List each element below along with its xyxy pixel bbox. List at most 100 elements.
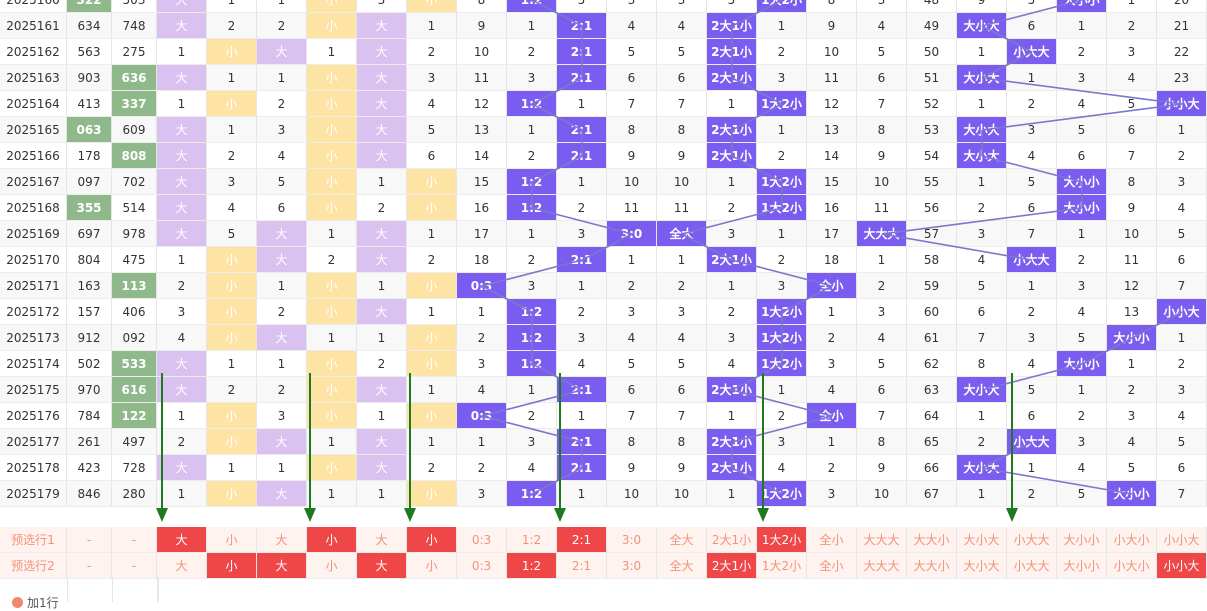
table-cell: 小大大	[1007, 39, 1057, 65]
table-cell: 12	[807, 91, 857, 117]
predict-option[interactable]: 小	[207, 553, 257, 579]
table-cell: 大	[157, 143, 207, 169]
table-cell: 2	[707, 195, 757, 221]
table-cell: 大	[157, 351, 207, 377]
table-cell: 小	[207, 273, 257, 299]
predict-option[interactable]: 3:0	[607, 527, 657, 553]
table-cell: 大小大	[957, 65, 1007, 91]
predict-option[interactable]: 大大大	[857, 527, 907, 553]
table-cell: 1	[757, 377, 807, 403]
predict-option[interactable]: 大小大	[957, 553, 1007, 579]
table-cell: 1	[1057, 221, 1107, 247]
table-cell: 8	[657, 429, 707, 455]
predict-option[interactable]: 小小大	[1157, 553, 1207, 579]
period-cell: 2025179	[0, 481, 67, 507]
predict-option[interactable]: 大大小	[907, 553, 957, 579]
table-cell: 大	[357, 299, 407, 325]
table-cell: 2大1小	[707, 65, 757, 91]
table-cell: 1	[857, 247, 907, 273]
predict-option[interactable]: 1大2小	[757, 553, 807, 579]
predict-option[interactable]: 小小大	[1157, 527, 1207, 553]
predict-option[interactable]: 小	[207, 527, 257, 553]
table-cell: 8	[857, 117, 907, 143]
table-cell: 1	[707, 403, 757, 429]
table-cell: 1:2	[507, 351, 557, 377]
table-cell: 8	[807, 0, 857, 13]
table-cell: 1	[357, 273, 407, 299]
table-cell: 1	[507, 377, 557, 403]
predict-option[interactable]: 小	[407, 553, 457, 579]
table-cell: 3	[1057, 65, 1107, 91]
predict-option[interactable]: 全大	[657, 527, 707, 553]
predict-option[interactable]: 小大大	[1007, 553, 1057, 579]
predict-option[interactable]: 大小大	[957, 527, 1007, 553]
table-cell: 67	[907, 481, 957, 507]
predict-option[interactable]: 2大1小	[707, 527, 757, 553]
table-cell: 2	[357, 195, 407, 221]
table-cell: 1	[257, 0, 307, 13]
predict-option[interactable]: 1大2小	[757, 527, 807, 553]
table-cell: 10	[857, 169, 907, 195]
predict-row: 预选行2- - 大小大小大小 0:3 1:2 2:1 3:0 全大 2大1小 1大2小 全小 大大大大…	[0, 553, 1207, 579]
predict-option[interactable]: 大	[257, 553, 307, 579]
predict-option[interactable]: 2:1	[557, 553, 607, 579]
table-row: 2025170 804 475 1 小大 2 大 2 18 2 2:1 1 1 2大1小 2 18 1 58 4 小大…	[0, 247, 1207, 273]
predict-option[interactable]: 大	[357, 553, 407, 579]
predict-option[interactable]: 大大大	[857, 553, 907, 579]
table-cell: 53	[907, 117, 957, 143]
table-cell: 10	[807, 39, 857, 65]
predict-option[interactable]: 2:1	[557, 527, 607, 553]
predict-option[interactable]: 1:2	[507, 553, 557, 579]
predict-option[interactable]: 小	[407, 527, 457, 553]
table-cell: 1	[557, 481, 607, 507]
predict-option[interactable]: 小大小	[1107, 527, 1157, 553]
predict-option[interactable]: 2大1小	[707, 553, 757, 579]
table-cell: 12	[1107, 273, 1157, 299]
table-cell: 4	[1057, 91, 1107, 117]
table-cell: 1大2小	[757, 169, 807, 195]
table-cell: 小	[207, 403, 257, 429]
table-cell: 3	[457, 351, 507, 377]
table-cell: 大	[357, 455, 407, 481]
table-cell: 2	[207, 13, 257, 39]
predict-option[interactable]: 0:3	[457, 527, 507, 553]
table-cell: 2	[1007, 91, 1057, 117]
table-cell: 2	[357, 351, 407, 377]
predict-option[interactable]: 0:3	[457, 553, 507, 579]
table-cell: 4	[1157, 195, 1207, 221]
table-cell: 1	[207, 117, 257, 143]
predict-option[interactable]: 大大小	[907, 527, 957, 553]
predict-option[interactable]: 全小	[807, 527, 857, 553]
table-cell: 1	[257, 351, 307, 377]
table-cell: 1	[807, 299, 857, 325]
table-cell: 21	[1157, 13, 1207, 39]
predict-option[interactable]: 大	[357, 527, 407, 553]
table-cell: 5	[557, 0, 607, 13]
predict-option[interactable]: 1:2	[507, 527, 557, 553]
predict-option[interactable]: 全小	[807, 553, 857, 579]
predict-option[interactable]: 大	[257, 527, 307, 553]
table-cell: 1	[957, 91, 1007, 117]
period-cell: 2025165	[0, 117, 67, 143]
table-cell: 16	[457, 195, 507, 221]
predict-option[interactable]: 小大小	[1107, 553, 1157, 579]
add-row-button[interactable]: 加1行	[12, 594, 59, 611]
predict-option[interactable]: 3:0	[607, 553, 657, 579]
predict-option[interactable]: 大	[157, 527, 207, 553]
predict-option[interactable]: 小	[307, 553, 357, 579]
table-cell: 1	[607, 247, 657, 273]
predict-option[interactable]: 小	[307, 527, 357, 553]
predict-option[interactable]: 大小小	[1057, 527, 1107, 553]
predict-option[interactable]: 大小小	[1057, 553, 1107, 579]
predict-option[interactable]: 小大大	[1007, 527, 1057, 553]
table-cell: 3	[457, 481, 507, 507]
table-cell: 2	[1057, 247, 1107, 273]
predict-option[interactable]: 全大	[657, 553, 707, 579]
table-cell: 56	[907, 195, 957, 221]
table-cell: 小	[207, 299, 257, 325]
table-cell: 2:1	[557, 455, 607, 481]
predict-option[interactable]: 大	[157, 553, 207, 579]
table-cell: 5	[657, 351, 707, 377]
table-cell: 2大1小	[707, 143, 757, 169]
table-cell: 1	[707, 481, 757, 507]
